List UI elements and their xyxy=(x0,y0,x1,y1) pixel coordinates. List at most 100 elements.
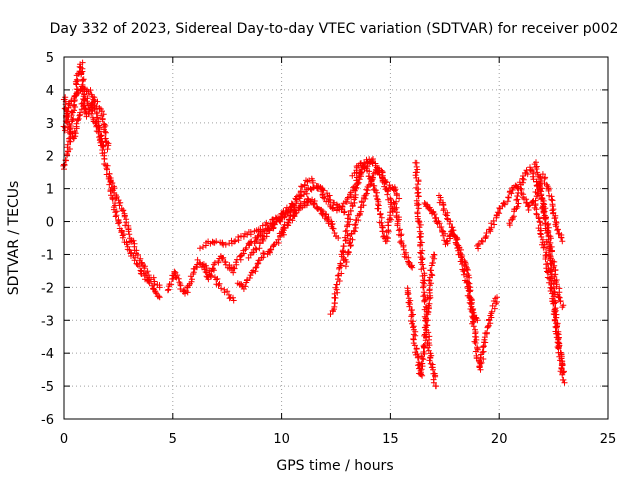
data-point xyxy=(64,141,71,148)
x-tick-label: 5 xyxy=(169,432,177,447)
data-point xyxy=(66,146,73,152)
data-point xyxy=(318,206,325,213)
data-point xyxy=(202,269,209,275)
data-point xyxy=(404,291,411,298)
data-point xyxy=(428,271,435,278)
data-point xyxy=(287,204,293,211)
data-point xyxy=(482,339,489,346)
data-point xyxy=(530,176,537,183)
y-tick-label: 3 xyxy=(46,117,54,132)
data-point xyxy=(152,289,159,296)
data-point xyxy=(252,238,259,245)
data-point xyxy=(551,311,558,318)
data-point xyxy=(256,240,263,247)
data-point xyxy=(534,169,541,176)
data-point xyxy=(221,289,228,296)
data-point xyxy=(91,97,98,104)
data-point xyxy=(218,285,225,292)
data-point xyxy=(60,162,67,169)
data-point xyxy=(363,165,370,172)
data-point xyxy=(341,209,347,216)
data-point xyxy=(490,298,497,304)
data-point xyxy=(66,126,73,133)
data-point xyxy=(410,331,417,338)
data-point xyxy=(384,235,391,242)
data-point xyxy=(418,266,425,273)
data-point xyxy=(382,177,389,183)
data-point xyxy=(547,260,554,267)
data-point xyxy=(494,294,500,301)
data-point xyxy=(155,293,162,300)
data-points xyxy=(60,59,568,390)
data-point xyxy=(271,221,278,228)
data-point xyxy=(246,275,253,281)
data-point xyxy=(156,294,163,301)
data-point xyxy=(332,284,339,291)
data-point xyxy=(406,303,413,310)
data-point xyxy=(75,115,82,122)
data-point xyxy=(425,308,432,315)
data-point xyxy=(397,239,404,246)
data-point xyxy=(429,272,436,279)
data-point xyxy=(253,264,260,271)
data-point xyxy=(331,290,338,297)
data-point xyxy=(334,289,341,296)
data-point xyxy=(426,206,433,213)
data-point xyxy=(109,196,116,203)
data-point xyxy=(238,233,244,239)
data-point xyxy=(464,270,471,277)
data-point xyxy=(131,247,138,254)
data-point xyxy=(253,246,260,253)
data-point xyxy=(73,120,80,127)
data-point xyxy=(394,192,400,198)
data-point xyxy=(455,251,462,258)
y-tick-labels: 5 4 3 2 1 0 -1 -2 -3 -4 -5 -6 xyxy=(41,51,54,428)
data-point xyxy=(240,286,247,292)
data-point xyxy=(252,264,259,271)
data-point xyxy=(182,290,188,297)
data-point xyxy=(345,211,352,218)
data-point xyxy=(113,193,120,200)
data-point xyxy=(415,218,422,224)
data-point xyxy=(221,258,228,265)
data-point xyxy=(263,230,270,237)
data-point xyxy=(426,277,433,284)
data-point xyxy=(374,195,381,202)
data-point xyxy=(370,170,377,177)
data-point xyxy=(292,210,299,217)
data-point xyxy=(116,219,123,226)
data-point xyxy=(447,218,454,225)
data-point xyxy=(559,304,566,311)
series-s13 xyxy=(341,165,396,270)
data-point xyxy=(70,115,77,122)
data-point xyxy=(419,360,426,367)
data-point xyxy=(168,281,175,288)
data-point xyxy=(432,215,439,221)
data-point xyxy=(100,111,107,118)
data-point xyxy=(247,239,254,246)
x-tick-label: 25 xyxy=(600,432,617,447)
data-point xyxy=(275,236,282,243)
data-point xyxy=(501,199,507,206)
data-point xyxy=(421,298,428,305)
data-point xyxy=(454,245,461,252)
data-point xyxy=(120,231,127,238)
x-tick-label: 10 xyxy=(273,432,290,447)
data-point xyxy=(558,234,565,241)
data-point xyxy=(433,383,440,390)
data-point xyxy=(545,224,552,231)
data-point xyxy=(377,211,384,218)
data-point xyxy=(494,209,501,216)
data-point xyxy=(378,219,385,226)
data-point xyxy=(189,276,195,283)
data-point xyxy=(293,196,300,203)
y-tick-label: 2 xyxy=(46,150,54,165)
data-point xyxy=(500,200,507,207)
data-point xyxy=(333,207,340,214)
data-point xyxy=(449,224,456,231)
data-point xyxy=(342,263,349,270)
data-point xyxy=(270,242,277,249)
series-s23 xyxy=(531,159,566,376)
data-point xyxy=(557,298,564,305)
data-point xyxy=(546,254,553,260)
